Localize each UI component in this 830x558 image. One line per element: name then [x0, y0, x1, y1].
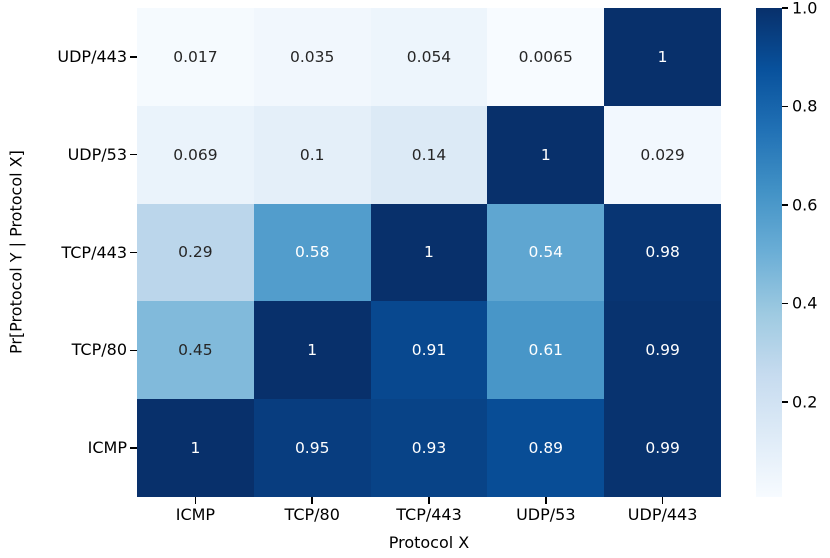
colorbar	[756, 8, 782, 497]
heatmap-cell: 0.017	[137, 8, 254, 106]
y-tick-label: UDP/53	[67, 144, 127, 164]
heatmap-cell: 0.054	[370, 8, 488, 106]
heatmap-cell: 1	[604, 8, 721, 106]
x-tick-mark	[194, 497, 197, 504]
cell-value: 0.017	[173, 47, 218, 66]
cell-value: 0.029	[640, 145, 685, 164]
heatmap-cell: 1	[370, 203, 488, 302]
cell-value: 0.58	[294, 243, 330, 262]
cell-value: 0.29	[178, 243, 213, 262]
heatmap-cell: 1	[487, 105, 605, 204]
cell-value: 0.45	[178, 341, 213, 360]
heatmap-cell: 0.54	[487, 203, 605, 302]
heatmap-cell: 0.89	[487, 399, 605, 497]
x-tick-label: TCP/80	[284, 505, 340, 524]
cell-value: 1	[540, 145, 551, 164]
cell-value: 0.99	[645, 341, 680, 360]
heatmap-cell: 0.58	[253, 203, 371, 302]
heatmap-cell: 0.45	[137, 301, 254, 400]
x-tick-label: TCP/443	[396, 505, 462, 524]
cell-value: 0.1	[299, 145, 325, 164]
y-tick-mark	[130, 447, 137, 449]
y-tick-mark	[130, 56, 137, 58]
heatmap-grid: 0.017 0.035 0.054 0.0065 1 0.069 0.1 0.14 1 0.029…	[137, 8, 721, 497]
heatmap-cell: 0.61	[487, 301, 605, 400]
colorbar-tick-mark	[782, 302, 788, 305]
colorbar-tick-mark	[782, 204, 788, 206]
cell-value: 1	[424, 243, 434, 262]
colorbar-tick-label: 0.6	[792, 195, 818, 215]
cell-value: 0.069	[173, 145, 218, 164]
y-tick-label: UDP/443	[57, 46, 127, 66]
x-tick-mark	[311, 497, 313, 504]
cell-value: 0.14	[411, 145, 447, 164]
colorbar-tick-mark	[782, 105, 788, 108]
y-tick-label: TCP/443	[61, 242, 127, 262]
cell-value: 0.89	[528, 439, 564, 458]
heatmap-cell: 0.99	[604, 301, 721, 400]
cell-value: 0.054	[406, 47, 452, 66]
heatmap-cell: 0.14	[370, 105, 488, 204]
heatmap-cell: 0.0065	[487, 8, 605, 106]
cell-value: 0.54	[528, 243, 564, 262]
x-tick-label: UDP/53	[516, 505, 576, 524]
x-tick-mark	[661, 497, 664, 504]
x-tick-label: UDP/443	[627, 505, 698, 524]
heatmap-cell: 0.069	[137, 105, 254, 204]
x-tick-mark	[428, 497, 430, 504]
y-tick-mark	[130, 153, 137, 156]
colorbar-tick-mark	[782, 400, 788, 403]
heatmap-cell: 0.29	[137, 203, 254, 302]
y-tick-label: TCP/80	[71, 340, 127, 360]
cell-value: 0.91	[411, 341, 447, 360]
cell-value: 1	[657, 47, 668, 66]
y-tick-mark	[130, 251, 137, 254]
colorbar-tick-label: 0.8	[792, 96, 818, 116]
heatmap-cell: 0.95	[253, 399, 371, 497]
cell-value: 0.035	[290, 47, 335, 66]
heatmap-cell: 0.91	[370, 301, 488, 400]
cell-value: 0.0065	[518, 47, 573, 66]
x-tick-mark	[545, 497, 547, 504]
heatmap-cell: 0.1	[253, 105, 371, 204]
colorbar-tick-mark	[782, 7, 788, 9]
cell-value: 0.95	[294, 439, 330, 458]
colorbar-tick-label: 0.2	[792, 392, 818, 412]
y-tick-label: ICMP	[87, 438, 127, 458]
colorbar-tick-label: 0.4	[792, 293, 818, 313]
cell-value: 1	[190, 439, 201, 458]
cell-value: 0.98	[645, 243, 680, 262]
heatmap-cell: 0.029	[604, 105, 721, 204]
x-tick-label: ICMP	[175, 505, 216, 524]
y-tick-mark	[130, 349, 137, 352]
cell-value: 1	[307, 341, 318, 360]
heatmap-cell: 0.98	[604, 203, 721, 302]
colorbar-tick-label: 1.0	[792, 0, 818, 18]
heatmap-cell: 1	[253, 301, 371, 400]
cell-value: 0.93	[411, 439, 447, 458]
heatmap-cell: 0.035	[253, 8, 371, 106]
cell-value: 0.61	[528, 341, 564, 360]
x-axis-label: Protocol X	[388, 533, 470, 552]
heatmap-cell: 1	[137, 399, 254, 497]
heatmap-cell: 0.93	[370, 399, 488, 497]
cell-value: 0.99	[645, 439, 680, 458]
heatmap-cell: 0.99	[604, 399, 721, 497]
